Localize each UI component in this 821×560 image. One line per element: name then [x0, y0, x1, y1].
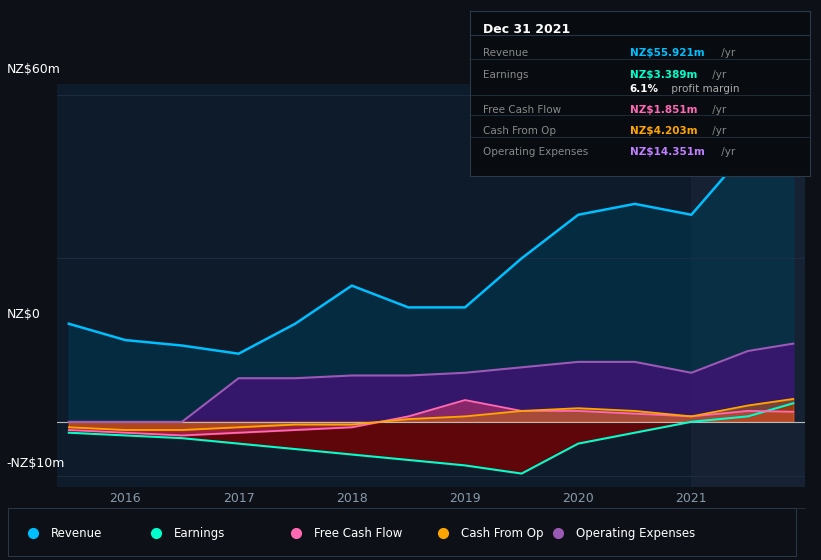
Text: NZ$14.351m: NZ$14.351m	[630, 147, 704, 157]
Text: Cash From Op: Cash From Op	[461, 526, 544, 540]
Text: -NZ$10m: -NZ$10m	[7, 458, 65, 470]
Text: Earnings: Earnings	[484, 70, 529, 80]
Text: NZ$4.203m: NZ$4.203m	[630, 126, 697, 136]
Text: Operating Expenses: Operating Expenses	[576, 526, 695, 540]
Text: /yr: /yr	[718, 48, 736, 58]
Text: NZ$1.851m: NZ$1.851m	[630, 105, 697, 115]
Bar	[691, 84, 805, 487]
Text: NZ$0: NZ$0	[7, 308, 40, 321]
Text: /yr: /yr	[718, 147, 736, 157]
Text: /yr: /yr	[709, 105, 727, 115]
Text: NZ$3.389m: NZ$3.389m	[630, 70, 697, 80]
Text: Free Cash Flow: Free Cash Flow	[484, 105, 562, 115]
Text: 6.1%: 6.1%	[630, 84, 658, 94]
Text: Cash From Op: Cash From Op	[484, 126, 557, 136]
Text: /yr: /yr	[709, 70, 727, 80]
Text: Revenue: Revenue	[51, 526, 103, 540]
Text: Free Cash Flow: Free Cash Flow	[314, 526, 402, 540]
Text: profit margin: profit margin	[668, 84, 740, 94]
Text: /yr: /yr	[709, 126, 727, 136]
Text: Revenue: Revenue	[484, 48, 529, 58]
Text: Earnings: Earnings	[174, 526, 226, 540]
Text: Dec 31 2021: Dec 31 2021	[484, 23, 571, 36]
Text: Operating Expenses: Operating Expenses	[484, 147, 589, 157]
Text: NZ$60m: NZ$60m	[7, 63, 61, 76]
Text: NZ$55.921m: NZ$55.921m	[630, 48, 704, 58]
